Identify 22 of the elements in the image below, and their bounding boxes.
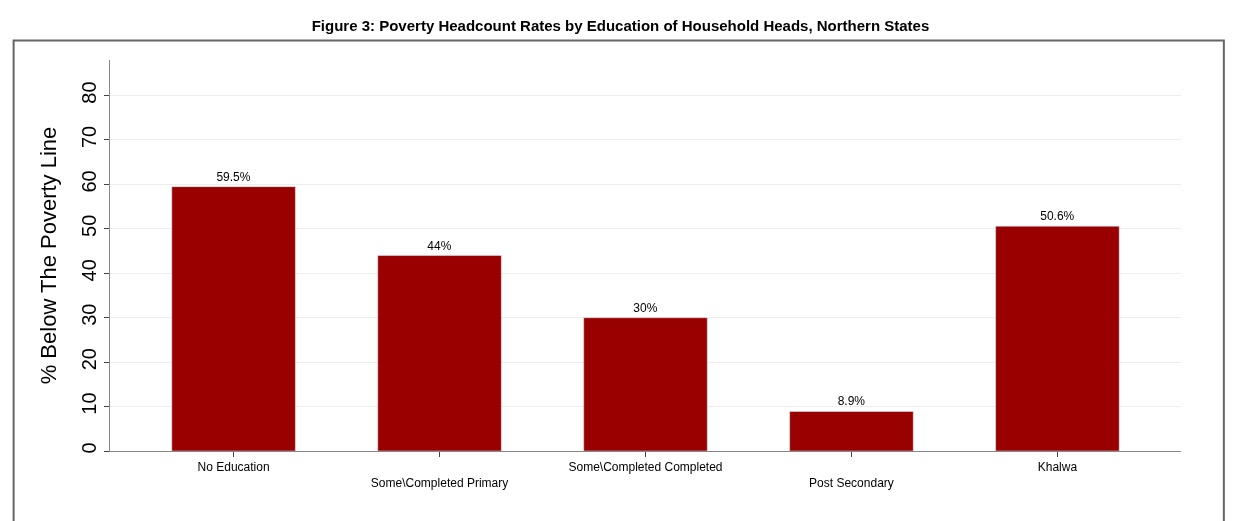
x-tick-label: Some\Completed Primary	[370, 476, 509, 490]
y-tick-label: 30	[78, 303, 100, 326]
data-label: 8.9%	[837, 394, 866, 409]
x-tick-label: Some\Completed Completed	[568, 460, 723, 475]
data-label: 59.5%	[216, 169, 251, 184]
y-tick-label: 40	[78, 259, 100, 282]
y-tick-label: 0	[78, 442, 100, 454]
x-tick-label: No Education	[197, 460, 270, 475]
x-tick-label: Post Secondary	[809, 476, 894, 490]
bar	[789, 411, 914, 451]
x-tick-label: Khalwa	[1037, 460, 1078, 475]
y-tick-label: 20	[78, 348, 100, 371]
data-label: 50.6%	[1040, 209, 1075, 224]
y-tick-label: 60	[78, 170, 100, 193]
y-tick-label: 10	[78, 392, 100, 415]
y-tick-label: 80	[78, 81, 100, 104]
chart-title: Figure 3: Poverty Headcount Rates by Education of Household Heads, Northern States	[311, 17, 930, 35]
data-label: 30%	[633, 300, 658, 315]
y-axis-title: % Below The Poverty Line	[35, 126, 61, 385]
y-tick-label: 50	[78, 214, 100, 237]
data-label: 44%	[427, 238, 452, 253]
y-tick-label: 70	[78, 125, 100, 149]
